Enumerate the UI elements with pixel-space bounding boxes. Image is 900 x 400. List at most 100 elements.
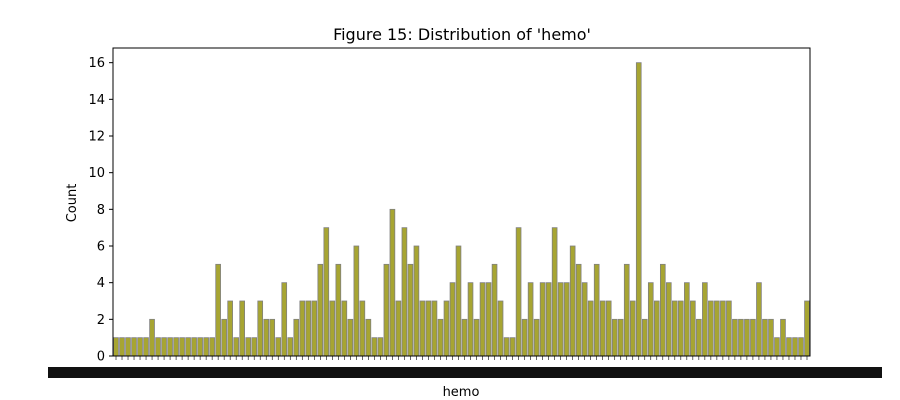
bar [209,337,215,357]
bar [179,337,185,357]
bar [503,337,510,357]
bar [197,337,203,357]
bar [299,300,306,357]
bar [599,300,606,357]
bar [665,282,672,357]
bar [527,282,534,357]
bar [593,263,600,357]
y-tick-label: 12 [88,130,105,145]
bar [575,263,582,357]
bar [672,300,678,357]
bar [557,282,564,357]
bar [383,263,390,357]
bar [143,337,149,357]
bar [347,318,354,357]
bar [275,337,282,357]
bar [720,300,726,357]
bar [281,282,288,357]
bar [690,300,696,357]
bar [659,263,666,357]
bar [744,318,750,357]
bar [455,245,462,357]
bar [467,282,474,357]
x-axis [48,356,882,378]
bar [696,318,702,357]
bar [371,337,378,357]
y-tick-label: 2 [97,313,105,328]
bar [185,337,191,357]
bar [563,282,570,357]
bar [449,282,456,357]
bar [732,318,738,357]
bar [413,245,420,357]
bar [515,227,522,357]
y-tick-label: 8 [97,203,105,218]
bar [125,337,131,357]
bar [227,300,233,357]
y-axis-label: Count [65,184,80,223]
bar [293,318,300,357]
bar [473,318,480,357]
bar [251,337,258,357]
bar [539,282,546,357]
bar [113,337,119,357]
bar [533,318,540,357]
bar [401,227,408,357]
y-tick-label: 4 [97,276,105,291]
bar [305,300,312,357]
bar [750,318,756,357]
chart-title: Figure 15: Distribution of 'hemo' [333,25,591,44]
bar [647,282,654,357]
bar [335,263,342,357]
bar [756,282,762,357]
bar [425,300,432,357]
y-tick-label: 14 [88,93,105,108]
bar [443,300,450,357]
y-tick-label: 16 [88,56,105,71]
x-axis-label: hemo [443,385,480,400]
bar [786,337,792,357]
x-tick-labels-overlap [48,367,882,378]
bar [551,227,558,357]
bar [521,318,528,357]
bar [545,282,552,357]
bar [762,318,768,357]
bar [191,337,197,357]
bar [623,263,630,357]
bar [323,227,330,357]
bar [137,337,143,357]
bar [635,62,642,357]
bar [317,263,324,357]
y-tick-label: 0 [97,350,105,365]
bar [461,318,468,357]
bar [407,263,414,357]
y-tick-label: 10 [88,166,105,181]
bar [774,337,780,357]
bar [431,300,438,357]
bar [581,282,588,357]
bar [131,337,137,357]
bar [497,300,504,357]
bar [479,282,486,357]
bar [287,337,294,357]
bar [641,318,648,357]
bar [684,282,690,357]
bar [353,245,360,357]
bars-group [113,62,810,357]
bar [726,300,732,357]
y-axis: 0 2 4 6 8 10 12 14 16 [88,56,113,365]
bar [708,300,714,357]
bar [792,337,798,357]
bar [239,300,245,357]
y-tick-label: 6 [97,240,105,255]
bar [702,282,708,357]
bar [221,318,227,357]
bar [257,300,264,357]
bar [215,263,221,357]
bar [203,337,209,357]
bar [617,318,624,357]
bar [798,337,804,357]
bar [611,318,618,357]
bar [245,337,251,357]
